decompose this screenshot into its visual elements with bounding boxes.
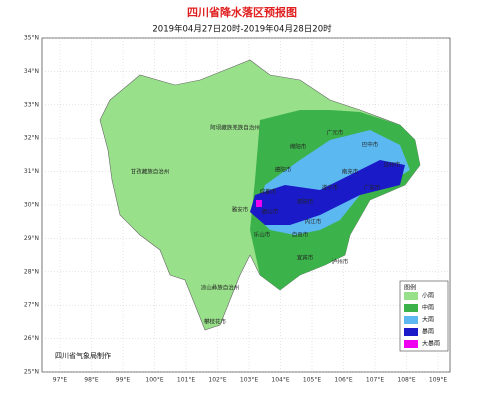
lon-label: 104°E xyxy=(271,377,289,384)
lon-label: 105°E xyxy=(303,377,321,384)
place-label: 南充市 xyxy=(342,168,359,176)
legend-label: 大雨 xyxy=(422,316,434,324)
legend-swatch xyxy=(404,292,418,300)
lon-label: 98°E xyxy=(84,377,99,384)
place-label: 泸州市 xyxy=(332,258,349,266)
place-label: 遂宁市 xyxy=(322,184,339,192)
lat-label: 31°N xyxy=(24,168,39,175)
lat-label: 35°N xyxy=(24,35,39,42)
legend-swatch xyxy=(404,328,418,336)
labels: 35°N 34°N 33°N 32°N 31°N 30°N 29°N 28°N 27°N 26°N… xyxy=(24,35,447,384)
legend-swatch xyxy=(404,304,418,312)
lat-label: 26°N xyxy=(24,335,39,342)
lon-label: 106°E xyxy=(334,377,352,384)
place-label: 内江市 xyxy=(305,218,322,226)
place-label: 广安市 xyxy=(364,184,381,192)
lat-label: 27°N xyxy=(24,302,39,309)
lon-label: 101°E xyxy=(177,377,195,384)
legend-label: 中雨 xyxy=(422,304,434,312)
legend-label: 暴雨 xyxy=(422,329,434,336)
place-label: 成都市 xyxy=(260,188,277,196)
lon-label: 107°E xyxy=(366,377,384,384)
legend-title: 图例 xyxy=(404,284,416,292)
lon-label: 108°E xyxy=(397,377,415,384)
lat-label: 25°N xyxy=(24,369,39,376)
lon-label: 99°E xyxy=(116,377,131,384)
lon-label: 109°E xyxy=(429,377,447,384)
place-label: 宜宾市 xyxy=(297,254,314,262)
lat-label: 34°N xyxy=(24,68,39,75)
footer: 四川省气象局制作 xyxy=(55,351,111,360)
rainstorm-area xyxy=(250,160,405,225)
lon-label: 103°E xyxy=(240,377,258,384)
legend-label: 大暴雨 xyxy=(422,340,440,348)
place-label: 达州市 xyxy=(384,161,401,169)
lon-label: 100°E xyxy=(145,377,163,384)
place-label: 巴中市 xyxy=(362,141,379,149)
place-label: 凉山彝族自治州 xyxy=(201,284,240,292)
place-label: 绵阳市 xyxy=(290,143,307,151)
title: 四川省降水落区预报图 xyxy=(187,5,297,19)
place-label: 攀枝花市 xyxy=(204,318,227,326)
place-label: 阿坝藏族羌族自治州 xyxy=(210,124,260,132)
lat-label: 29°N xyxy=(24,235,39,242)
lat-label: 28°N xyxy=(24,268,39,275)
lat-label: 32°N xyxy=(24,135,39,142)
lon-label: 97°E xyxy=(53,377,68,384)
place-label: 甘孜藏族自治州 xyxy=(131,168,170,176)
place-label: 资阳市 xyxy=(297,198,314,206)
heavy-rainstorm-area xyxy=(256,200,262,207)
place-label: 德阳市 xyxy=(275,166,292,174)
legend-swatch xyxy=(404,340,418,348)
legend-swatch xyxy=(404,316,418,324)
legend-label: 小雨 xyxy=(422,292,434,300)
subtitle: 2019年04月27日20时-2019年04月28日20时 xyxy=(152,24,332,35)
place-label: 自贡市 xyxy=(292,231,309,239)
lat-label: 30°N xyxy=(24,202,39,209)
place-label: 乐山市 xyxy=(254,231,271,239)
place-label: 雅安市 xyxy=(232,206,249,214)
lon-label: 102°E xyxy=(208,377,226,384)
lat-label: 33°N xyxy=(24,101,39,108)
place-label: 广元市 xyxy=(327,129,344,137)
place-label: 眉山市 xyxy=(262,208,279,216)
